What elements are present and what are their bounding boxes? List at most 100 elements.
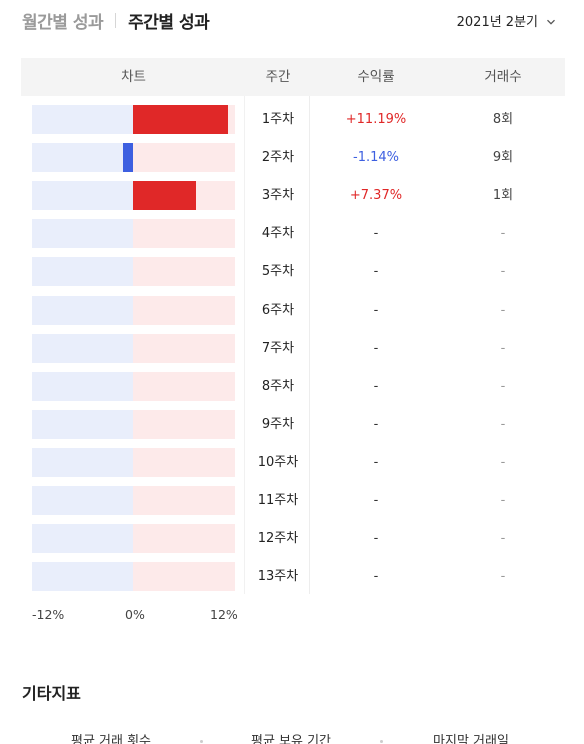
tab-monthly[interactable]: 월간별 성과 bbox=[22, 12, 104, 33]
week-label: 5주차 bbox=[261, 264, 295, 280]
return-value: -1.14% bbox=[353, 150, 399, 166]
column-separator bbox=[244, 96, 245, 594]
tab-weekly[interactable]: 주간별 성과 bbox=[128, 12, 210, 33]
week-label: 2주차 bbox=[261, 150, 295, 166]
return-value: - bbox=[373, 378, 379, 394]
week-label: 3주차 bbox=[261, 188, 295, 204]
return-value: - bbox=[373, 340, 379, 356]
bar-negative-track bbox=[32, 409, 133, 439]
bar-positive-track bbox=[133, 562, 235, 592]
week-label: 7주차 bbox=[261, 340, 295, 356]
return-bar-positive bbox=[133, 181, 196, 211]
bar-positive-track bbox=[133, 486, 235, 515]
period-label: 2021년 2분기 bbox=[456, 15, 538, 30]
header-week: 주간 bbox=[265, 69, 291, 85]
bar-negative-track bbox=[32, 333, 133, 363]
bar-negative-track bbox=[32, 143, 133, 173]
week-label: 12주차 bbox=[257, 531, 299, 547]
trade-count: - bbox=[500, 493, 506, 508]
trade-count: - bbox=[500, 531, 506, 547]
header-chart: 차트 bbox=[121, 69, 146, 85]
return-value: - bbox=[373, 493, 379, 508]
week-label: 6주차 bbox=[261, 302, 295, 318]
other-metrics-title: 기타지표 bbox=[22, 684, 81, 703]
trade-count: - bbox=[500, 264, 506, 280]
last-trade-date-label: 마지막 거래일 bbox=[433, 734, 509, 744]
table-header: 차트 주간 수익률 거래수 bbox=[21, 58, 565, 96]
table-row: 1주차 +11.19% 8회 bbox=[0, 105, 584, 143]
bar-negative-track bbox=[32, 447, 133, 477]
week-label: 11주차 bbox=[257, 493, 299, 508]
table-row: 13주차 - - bbox=[0, 562, 584, 600]
trade-count: - bbox=[500, 454, 506, 470]
trade-count: 9회 bbox=[492, 150, 514, 166]
period-selector[interactable]: 2021년 2분기 bbox=[457, 11, 556, 30]
bar-positive-track bbox=[133, 371, 235, 401]
return-value: - bbox=[373, 264, 379, 280]
table-row: 11주차 - - bbox=[0, 486, 584, 524]
header-trades: 거래수 bbox=[484, 69, 522, 85]
bar-negative-track bbox=[32, 486, 133, 515]
trade-count: 8회 bbox=[492, 112, 514, 127]
week-label: 8주차 bbox=[261, 378, 295, 394]
stat-separator bbox=[200, 740, 203, 743]
bar-positive-track bbox=[133, 447, 235, 477]
column-divider bbox=[309, 96, 310, 594]
bar-positive-track bbox=[133, 409, 235, 439]
bar-positive-track bbox=[133, 143, 235, 173]
bar-negative-track bbox=[32, 524, 133, 554]
trade-count: - bbox=[500, 378, 506, 394]
bar-positive-track bbox=[133, 333, 235, 363]
avg-holding-period-label: 평균 보유 기간 bbox=[250, 734, 332, 744]
table-row: 9주차 - - bbox=[0, 409, 584, 448]
bar-negative-track bbox=[32, 181, 133, 211]
return-value: +11.19% bbox=[345, 112, 407, 127]
table-row: 3주차 +7.37% 1회 bbox=[0, 181, 584, 219]
axis-zero-label: 0% bbox=[125, 607, 145, 622]
week-label: 10주차 bbox=[257, 454, 299, 470]
table-row: 6주차 - - bbox=[0, 295, 584, 334]
stat-separator bbox=[380, 740, 383, 743]
week-label: 4주차 bbox=[261, 226, 295, 242]
trade-count: - bbox=[500, 226, 506, 242]
bar-negative-track bbox=[32, 371, 133, 401]
return-value: - bbox=[373, 531, 379, 547]
bar-negative-track bbox=[32, 105, 133, 134]
trade-count: - bbox=[500, 302, 506, 318]
bar-positive-track bbox=[133, 219, 235, 249]
tab-divider bbox=[115, 12, 117, 28]
table-row: 4주차 - - bbox=[0, 219, 584, 257]
bar-negative-track bbox=[32, 295, 133, 325]
return-bar-positive bbox=[133, 105, 229, 134]
trade-count: - bbox=[500, 340, 506, 356]
table-row: 2주차 -1.14% 9회 bbox=[0, 143, 584, 181]
axis-max-label: 12% bbox=[210, 607, 238, 622]
bar-positive-track bbox=[133, 257, 235, 287]
return-bar-negative bbox=[123, 143, 133, 173]
trade-count: 1회 bbox=[492, 188, 514, 204]
week-label: 9주차 bbox=[261, 416, 295, 432]
other-metrics-row: 평균 거래 횟수 평균 보유 기간 마지막 거래일 bbox=[0, 730, 584, 744]
header-return: 수익률 bbox=[357, 69, 395, 85]
bar-negative-track bbox=[32, 257, 133, 287]
week-label: 13주차 bbox=[257, 569, 299, 585]
avg-trade-count-label: 평균 거래 횟수 bbox=[70, 734, 152, 744]
bar-positive-track bbox=[133, 295, 235, 325]
trade-count: - bbox=[500, 416, 506, 432]
table-row: 12주차 - - bbox=[0, 524, 584, 562]
performance-tabs: 월간별 성과 주간별 성과 bbox=[22, 8, 210, 33]
return-value: - bbox=[373, 569, 379, 585]
return-value: - bbox=[373, 226, 379, 242]
bar-positive-track bbox=[133, 524, 235, 554]
return-value: +7.37% bbox=[349, 188, 403, 204]
trade-count: - bbox=[500, 569, 506, 585]
table-row: 10주차 - - bbox=[0, 447, 584, 486]
table-row: 7주차 - - bbox=[0, 333, 584, 372]
table-row: 8주차 - - bbox=[0, 371, 584, 410]
bar-negative-track bbox=[32, 219, 133, 249]
axis-min-label: -12% bbox=[32, 607, 65, 622]
week-label: 1주차 bbox=[261, 112, 295, 127]
return-value: - bbox=[373, 454, 379, 470]
return-value: - bbox=[373, 302, 379, 318]
bar-negative-track bbox=[32, 562, 133, 592]
